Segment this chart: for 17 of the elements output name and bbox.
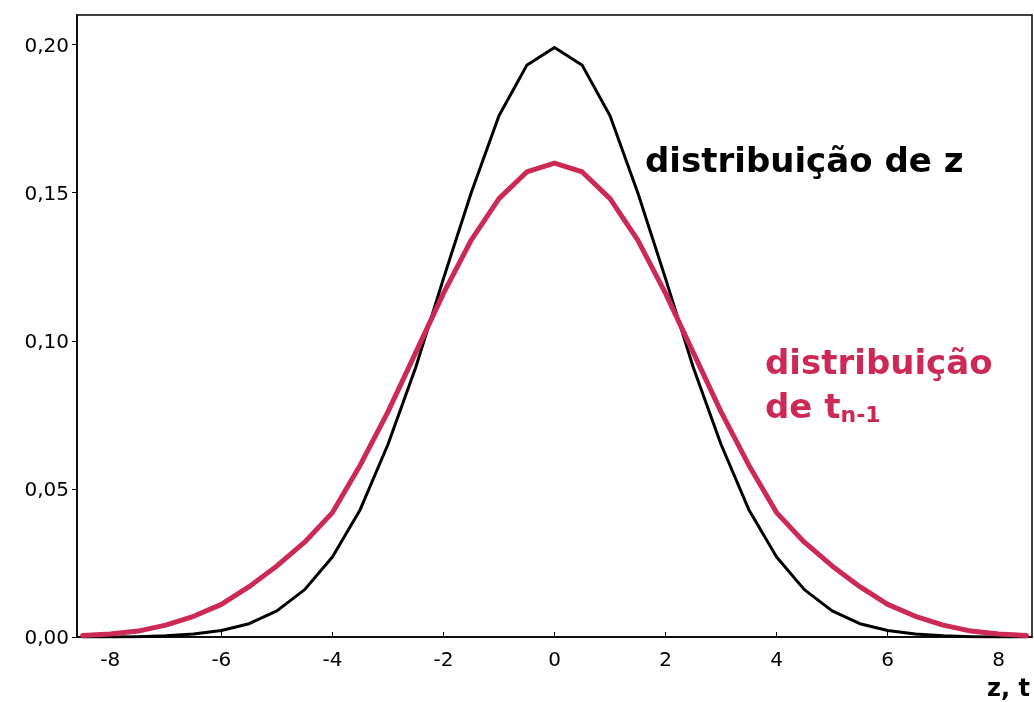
x-axis-title: z, t <box>987 674 1031 702</box>
x-tick-label: 0 <box>548 647 561 671</box>
y-tick-label: 0,05 <box>24 476 69 501</box>
x-tick-label: -8 <box>100 647 121 671</box>
x-tick-label: -4 <box>322 647 343 671</box>
x-tick-label: 4 <box>770 647 783 671</box>
y-tick-label: 0,20 <box>24 32 69 57</box>
x-tick-label: -2 <box>433 647 454 671</box>
y-tick-label: 0,10 <box>24 328 69 353</box>
x-tick-label: -6 <box>211 647 232 671</box>
x-tick-label: 6 <box>881 647 895 671</box>
x-tick-label: 2 <box>659 647 672 671</box>
y-tick-label: 0,15 <box>24 180 69 205</box>
x-tick-label: 8 <box>992 647 1006 671</box>
series-label: distribuição de tn-1 <box>765 342 993 427</box>
series-label: distribuição de z <box>645 140 964 180</box>
y-tick-label: 0,00 <box>24 625 69 649</box>
